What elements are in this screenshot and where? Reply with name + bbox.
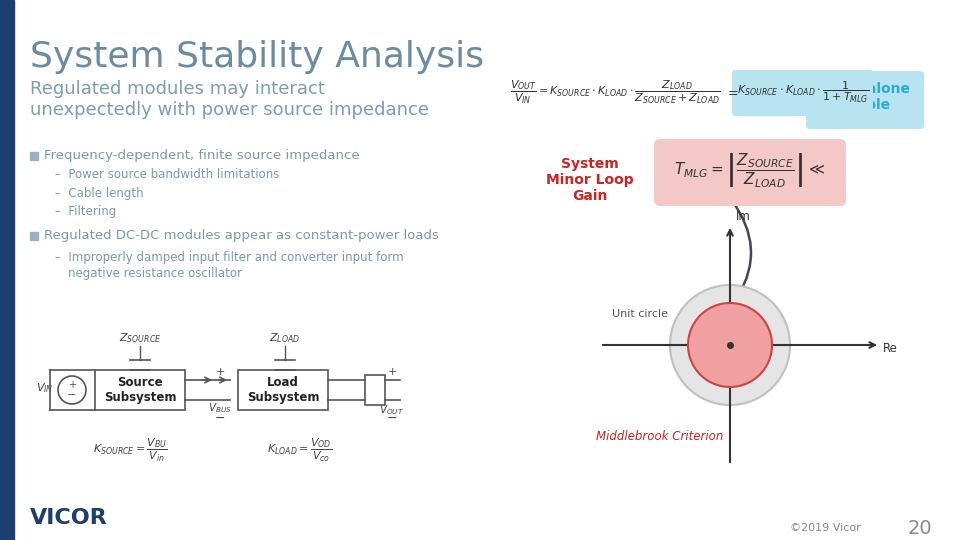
Text: System
Minor Loop
Gain: System Minor Loop Gain — [546, 157, 634, 203]
Text: Regulated DC-DC modules appear as constant-power loads: Regulated DC-DC modules appear as consta… — [44, 228, 439, 241]
Text: Re: Re — [883, 342, 898, 355]
Text: –  Filtering: – Filtering — [55, 205, 116, 218]
Text: Subsystem: Subsystem — [104, 390, 177, 403]
Circle shape — [670, 285, 790, 405]
Text: $V_{IN}$: $V_{IN}$ — [36, 381, 54, 395]
Text: +: + — [215, 367, 225, 377]
Bar — [238, 370, 328, 410]
Text: $K_{LOAD} = \dfrac{V_{OD}}{V_{co}}$: $K_{LOAD} = \dfrac{V_{OD}}{V_{co}}$ — [268, 436, 332, 463]
Text: $Z_{SOURCE}$: $Z_{SOURCE}$ — [119, 331, 161, 345]
Text: Source: Source — [117, 376, 163, 389]
Text: 20: 20 — [908, 518, 932, 537]
Bar — [365, 375, 385, 405]
Text: –  Cable length: – Cable length — [55, 186, 144, 199]
Text: –  Power source bandwidth limitations: – Power source bandwidth limitations — [55, 168, 279, 181]
Text: $V_{OUT}$: $V_{OUT}$ — [379, 403, 404, 417]
Text: +: + — [68, 380, 76, 390]
Text: Frequency-dependent, finite source impedance: Frequency-dependent, finite source imped… — [44, 148, 360, 161]
Text: VICOR: VICOR — [30, 508, 108, 528]
Text: +: + — [387, 367, 396, 377]
Text: System Stability Analysis: System Stability Analysis — [30, 40, 484, 74]
Text: −: − — [215, 411, 226, 424]
Bar — [95, 370, 185, 410]
Text: negative resistance oscillator: negative resistance oscillator — [68, 267, 242, 280]
Text: $K_{SOURCE} = \dfrac{V_{BU}}{V_{in}}$: $K_{SOURCE} = \dfrac{V_{BU}}{V_{in}}$ — [92, 436, 167, 463]
Text: $= $: $= $ — [725, 85, 738, 98]
Text: Unit circle: Unit circle — [612, 309, 668, 319]
FancyBboxPatch shape — [806, 71, 924, 129]
Text: $Z_{LOAD}$: $Z_{LOAD}$ — [270, 331, 300, 345]
Text: $K_{SOURCE} \cdot K_{LOAD} \cdot \dfrac{1}{1+T_{MLG}}$: $K_{SOURCE} \cdot K_{LOAD} \cdot \dfrac{… — [737, 79, 869, 105]
Text: $T_{MLG} = \left|\dfrac{Z_{SOURCE}}{Z_{LOAD}}\right| \ll$: $T_{MLG} = \left|\dfrac{Z_{SOURCE}}{Z_{L… — [675, 152, 826, 190]
Text: $V_{BUS}$: $V_{BUS}$ — [208, 401, 232, 415]
Circle shape — [688, 303, 772, 387]
Text: Middlebrook Criterion: Middlebrook Criterion — [596, 430, 724, 443]
FancyBboxPatch shape — [654, 139, 846, 206]
Text: Subsystem: Subsystem — [247, 390, 320, 403]
Bar — [0, 0, 14, 540]
Text: ©2019 Vicor: ©2019 Vicor — [790, 523, 861, 533]
Text: –  Improperly damped input filter and converter input form: – Improperly damped input filter and con… — [55, 251, 403, 264]
Text: $\dfrac{V_{OUT}}{V_{IN}} = K_{SOURCE} \cdot K_{LOAD} \cdot \dfrac{Z_{LOAD}}{Z_{S: $\dfrac{V_{OUT}}{V_{IN}} = K_{SOURCE} \c… — [510, 78, 721, 105]
Text: Standalone
Stable: Standalone Stable — [821, 82, 909, 112]
Text: Im: Im — [736, 210, 751, 223]
Text: −: − — [67, 390, 77, 400]
Bar — [30, 152, 38, 160]
FancyBboxPatch shape — [732, 70, 873, 116]
Text: Load: Load — [267, 376, 299, 389]
Bar — [30, 232, 38, 240]
Text: Regulated modules may interact
unexpectedly with power source impedance: Regulated modules may interact unexpecte… — [30, 80, 429, 119]
Text: −: − — [387, 411, 397, 424]
